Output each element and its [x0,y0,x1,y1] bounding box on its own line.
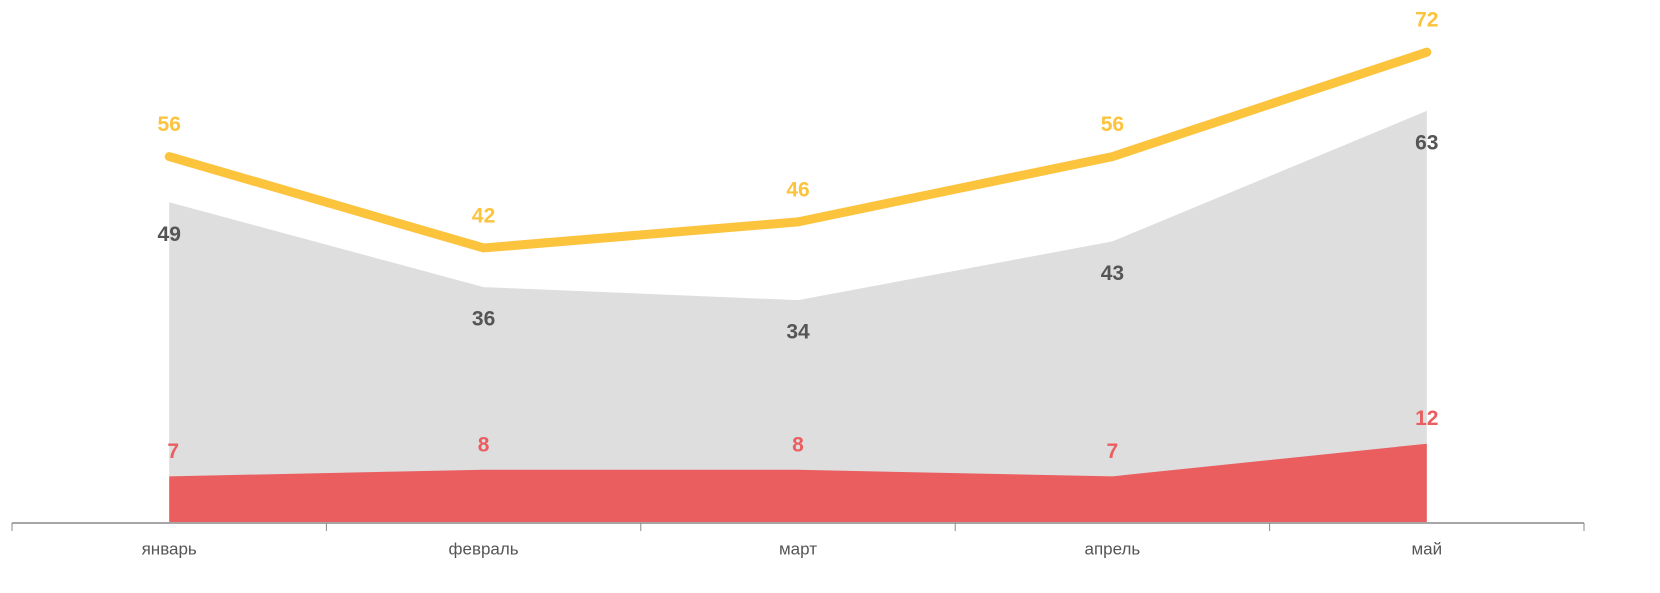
value-label: 7 [167,440,179,463]
value-label: 49 [158,223,181,246]
x-tick-label: апрель [1085,539,1141,558]
x-tick-label: март [779,539,817,558]
value-label: 46 [786,178,809,201]
area [169,110,1427,523]
value-label: 56 [1101,113,1124,136]
value-label: 34 [786,321,810,344]
value-label: 8 [792,433,804,456]
x-tick-label: январь [142,539,197,558]
value-label: 12 [1415,407,1438,430]
value-label: 7 [1107,440,1119,463]
value-label: 63 [1415,131,1438,154]
value-label: 42 [472,204,495,227]
line [164,47,1432,253]
area [169,443,1427,522]
value-label: 72 [1415,9,1438,32]
value-label: 43 [1101,262,1124,285]
value-label: 8 [478,433,490,456]
value-label: 36 [472,308,495,331]
x-tick-label: май [1411,539,1442,558]
x-tick-label: февраль [449,539,519,558]
value-label: 56 [158,113,181,136]
